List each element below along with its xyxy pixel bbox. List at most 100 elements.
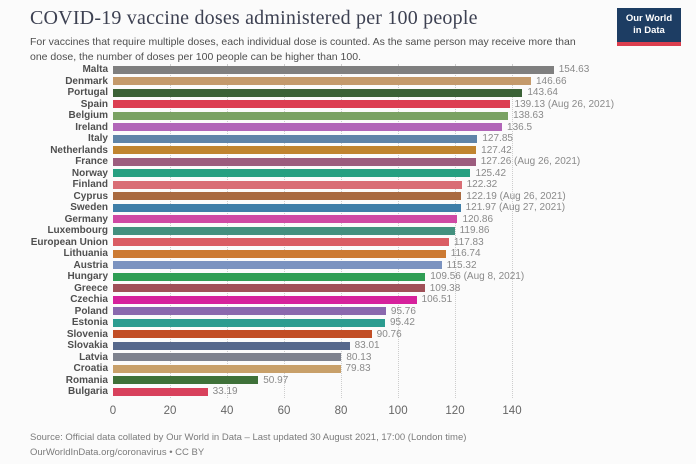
bar[interactable] (113, 387, 208, 396)
bar[interactable] (113, 307, 386, 316)
country-label: Hungary (67, 271, 108, 283)
owid-logo-line1: Our World (625, 13, 673, 24)
bar-row: Netherlands 127.42 (0, 145, 569, 157)
bar[interactable] (113, 318, 385, 327)
bar[interactable] (113, 376, 259, 385)
bar-row: Poland 95.76 (0, 306, 569, 318)
bar-row: Spain 139.13 (Aug 26, 2021) (0, 99, 614, 111)
bar-plot: 95.76 (113, 306, 569, 317)
bar[interactable] (113, 330, 372, 339)
country-label: Croatia (73, 363, 108, 375)
country-label: Slovakia (67, 340, 108, 352)
value-label: 127.85 (482, 133, 513, 145)
bar-row: Romania 50.97 (0, 375, 569, 387)
bar-row: Slovakia 83.01 (0, 340, 569, 352)
value-label: 109.38 (429, 282, 461, 294)
bar-plot: 33.19 (113, 386, 569, 397)
bar-row: Finland 122.32 (0, 179, 569, 191)
bar[interactable] (113, 180, 462, 189)
bar[interactable] (113, 261, 442, 270)
country-label: Malta (82, 64, 108, 76)
bar[interactable] (113, 203, 461, 212)
bar-plot: 138.63 (113, 110, 569, 121)
value-label: 109.56 (Aug 8, 2021) (430, 271, 525, 283)
source-note: Source: Official data collated by Our Wo… (30, 432, 467, 443)
bar[interactable] (113, 364, 341, 373)
value-label: 120.86 (462, 213, 494, 225)
value-label: 138.63 (513, 110, 544, 122)
bar-plot: 143.64 (113, 87, 569, 98)
value-label: 80.13 (346, 351, 372, 363)
value-label: 95.42 (389, 317, 415, 329)
bar[interactable] (113, 123, 503, 132)
bar-plot: 122.32 (113, 179, 569, 190)
bar-plot: 80.13 (113, 352, 569, 363)
bar[interactable] (113, 157, 476, 166)
bar-row: Latvia 80.13 (0, 352, 569, 364)
bar-plot: 125.42 (113, 168, 569, 179)
bar-plot: 106.51 (113, 294, 569, 305)
country-label: Latvia (79, 351, 108, 363)
country-label: Belgium (68, 110, 108, 122)
bar[interactable] (113, 353, 342, 362)
country-label: Bulgaria (67, 386, 108, 398)
bar-plot: 109.56 (Aug 8, 2021) (113, 271, 569, 282)
bar-row: Luxembourg 119.86 (0, 225, 569, 237)
bar-row: Malta 154.63 (0, 64, 589, 76)
bar[interactable] (113, 77, 531, 86)
bar-row: Austria 115.32 (0, 260, 569, 272)
value-label: 154.63 (558, 64, 590, 76)
bar[interactable] (113, 111, 509, 120)
bar[interactable] (113, 341, 350, 350)
bar-row: Slovenia 90.76 (0, 329, 569, 341)
bar[interactable] (113, 215, 458, 224)
country-label: Portugal (67, 87, 108, 99)
x-axis-tick: 0 (109, 404, 117, 417)
bar-row: Hungary 109.56 (Aug 8, 2021) (0, 271, 569, 283)
bar[interactable] (113, 226, 455, 235)
bar[interactable] (113, 134, 478, 143)
value-label: 117.83 (453, 236, 484, 248)
country-label: Austria (73, 259, 108, 271)
bar-plot: 95.42 (113, 317, 569, 328)
bar[interactable] (113, 88, 523, 97)
bar[interactable] (113, 169, 471, 178)
bar-row: Italy 127.85 (0, 133, 569, 145)
bar[interactable] (113, 238, 449, 247)
bar-plot: 90.76 (113, 329, 569, 340)
bar[interactable] (113, 100, 510, 109)
x-axis: 0 20 40 60 80 100 120 140 (109, 403, 569, 423)
bar-row: Croatia 79.83 (0, 363, 569, 375)
country-label: Norway (71, 167, 108, 179)
value-label: 50.97 (263, 374, 289, 386)
bar-row: Czechia 106.51 (0, 294, 569, 306)
country-label: Luxembourg (47, 225, 108, 237)
bar-row: France 127.26 (Aug 26, 2021) (0, 156, 580, 168)
value-label: 116.74 (450, 248, 481, 260)
bar-plot: 146.66 (113, 76, 569, 87)
bar[interactable] (113, 146, 477, 155)
value-label: 143.64 (527, 87, 558, 99)
bar[interactable] (113, 295, 417, 304)
owid-logo[interactable]: Our World in Data (617, 8, 681, 46)
bar[interactable] (113, 65, 554, 74)
country-label: Ireland (75, 121, 108, 133)
bar-plot: 50.97 (113, 375, 569, 386)
license-note[interactable]: OurWorldInData.org/coronavirus • CC BY (30, 446, 205, 458)
x-axis-tick: 100 (388, 404, 408, 417)
value-label: 83.01 (354, 340, 380, 352)
bar-plot: 127.42 (113, 145, 569, 156)
bar[interactable] (113, 272, 426, 281)
bar[interactable] (113, 249, 446, 258)
country-label: Czechia (70, 294, 108, 306)
bar-row: Lithuania 116.74 (0, 248, 569, 260)
bar[interactable] (113, 284, 425, 293)
bar-plot: 139.13 (Aug 26, 2021) (113, 99, 614, 110)
value-label: 125.42 (475, 167, 507, 179)
bar-row: Norway 125.42 (0, 168, 569, 180)
bar-row: Cyprus 122.19 (Aug 26, 2021) (0, 191, 569, 203)
bar-row: Denmark 146.66 (0, 76, 569, 88)
bar[interactable] (113, 192, 462, 201)
x-axis-tick: 140 (502, 404, 522, 417)
